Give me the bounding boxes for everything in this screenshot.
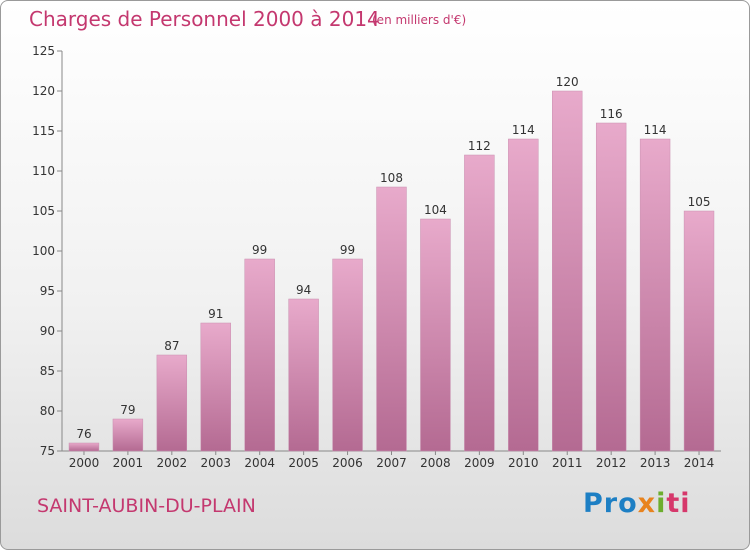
bar-2010 — [508, 138, 539, 452]
y-tick-label: 80 — [40, 404, 55, 418]
x-tick-label-2007: 2007 — [376, 456, 407, 470]
chart-subtitle: (en milliers d'€) — [372, 13, 467, 27]
bar-2002 — [156, 354, 188, 452]
x-tick-label-2011: 2011 — [552, 456, 583, 470]
data-label-2013: 114 — [644, 123, 667, 137]
bar-2003 — [200, 322, 231, 452]
bar-2011 — [552, 90, 583, 452]
bar-2005 — [288, 298, 319, 452]
bar-2013 — [639, 138, 671, 452]
y-tick-label: 100 — [32, 244, 55, 258]
chart-axes: 75 80 85 90 95 100 105 110 115 120 125 2000 2001 2002… — [32, 44, 721, 470]
data-label-2003: 91 — [208, 307, 223, 321]
x-tick-label-2014: 2014 — [684, 456, 715, 470]
data-label-2014: 105 — [688, 195, 711, 209]
x-tick-label-2000: 2000 — [69, 456, 100, 470]
data-label-2009: 112 — [468, 139, 491, 153]
x-tick-label-2009: 2009 — [464, 456, 495, 470]
data-label-2002: 87 — [164, 339, 179, 353]
data-label-2008: 104 — [424, 203, 447, 217]
x-tick-label-2002: 2002 — [157, 456, 188, 470]
logo-part-4: ti — [666, 488, 691, 519]
y-tick-label: 125 — [32, 44, 55, 58]
x-tick-label-2013: 2013 — [640, 456, 671, 470]
x-tick-label-2008: 2008 — [420, 456, 451, 470]
bar-2004 — [244, 258, 275, 452]
bar-2009 — [464, 154, 495, 452]
bar-2006 — [332, 258, 363, 452]
commune-name: SAINT-AUBIN-DU-PLAIN — [37, 495, 256, 517]
y-tick-label: 95 — [40, 284, 55, 298]
x-tick-label-2010: 2010 — [508, 456, 539, 470]
x-tick-label-2003: 2003 — [200, 456, 231, 470]
data-label-2004: 99 — [252, 243, 267, 257]
y-tick-label: 115 — [32, 124, 55, 138]
logo-part-2: x — [637, 488, 657, 519]
y-tick-label: 120 — [32, 84, 55, 98]
chart-data-labels: 76 79 87 91 99 94 99 108 104 112 114 120 116 114 105 — [76, 75, 710, 441]
data-label-2010: 114 — [512, 123, 535, 137]
data-label-2001: 79 — [120, 403, 135, 417]
logo-part-3: i — [656, 488, 667, 519]
x-tick-label-2006: 2006 — [332, 456, 363, 470]
data-label-2007: 108 — [380, 171, 403, 185]
bar-2014 — [683, 210, 715, 452]
y-tick-label: 75 — [40, 444, 55, 458]
y-tick-label: 85 — [40, 364, 55, 378]
data-label-2006: 99 — [340, 243, 355, 257]
chart-title: Charges de Personnel 2000 à 2014 — [29, 7, 380, 31]
data-label-2000: 76 — [76, 427, 91, 441]
x-tick-label-2001: 2001 — [113, 456, 144, 470]
data-label-2012: 116 — [600, 107, 623, 121]
data-label-2005: 94 — [296, 283, 311, 297]
x-tick-label-2004: 2004 — [244, 456, 275, 470]
bar-2007 — [376, 186, 407, 452]
x-tick-label-2005: 2005 — [288, 456, 319, 470]
data-label-2011: 120 — [556, 75, 579, 89]
bar-2012 — [595, 122, 627, 452]
logo-part-1: Pro — [583, 488, 638, 519]
bar-2000 — [68, 442, 100, 452]
bar-2008 — [420, 218, 451, 452]
bar-2001 — [112, 418, 144, 452]
y-tick-label: 110 — [32, 164, 55, 178]
proxiti-logo: Proxiti — [583, 488, 691, 519]
chart-bars — [68, 90, 715, 452]
y-tick-label: 90 — [40, 324, 55, 338]
x-tick-label-2012: 2012 — [596, 456, 627, 470]
y-tick-label: 105 — [32, 204, 55, 218]
